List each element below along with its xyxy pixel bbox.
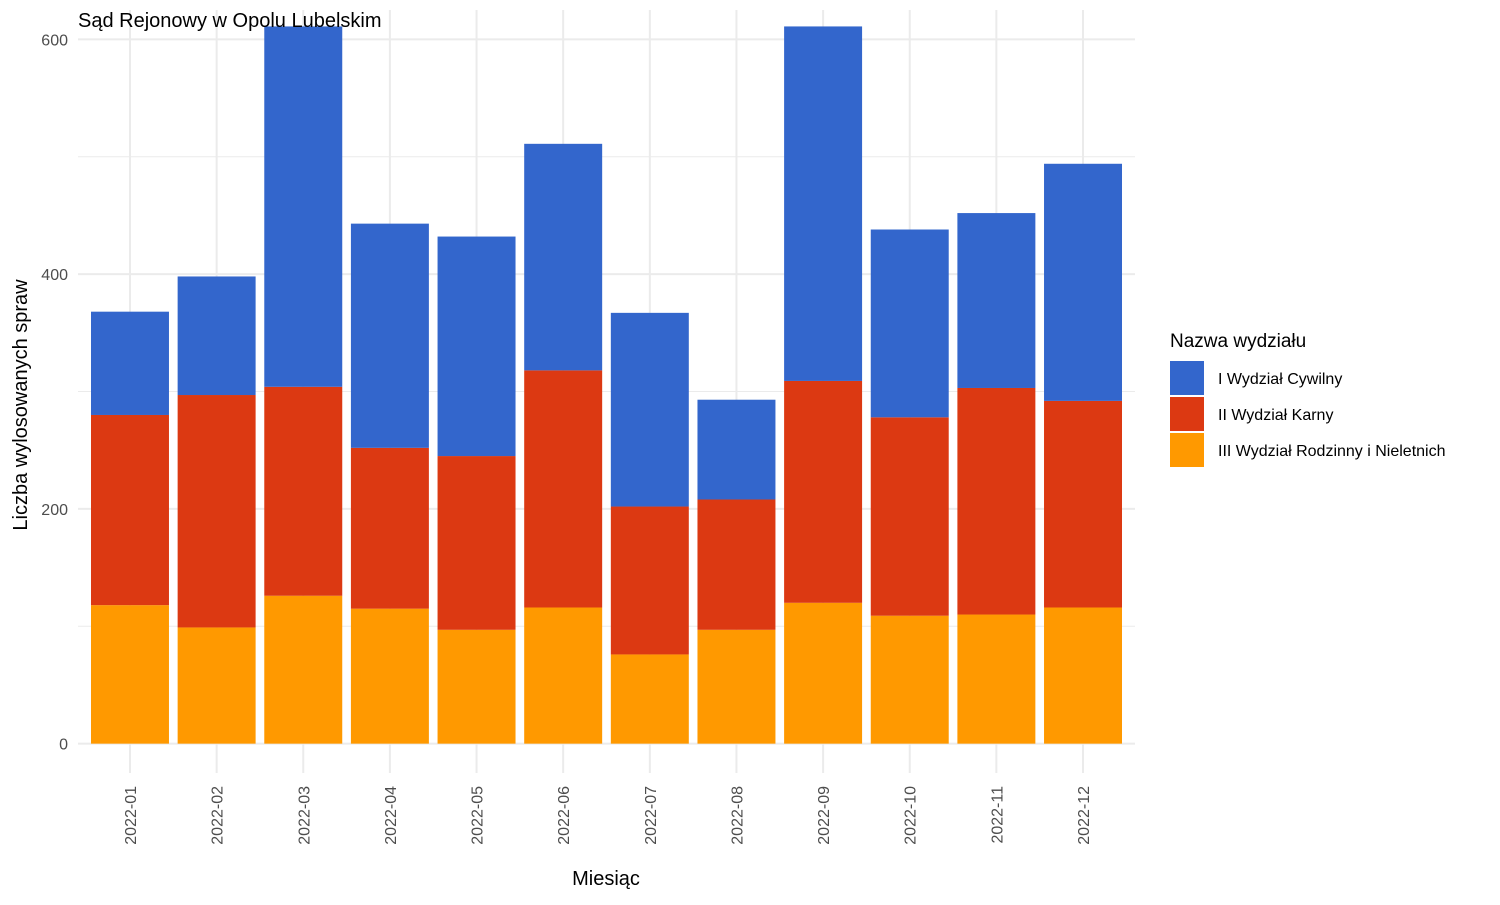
bar-segment	[610, 654, 689, 744]
bar-segment	[1044, 607, 1123, 744]
y-tick-label: 600	[41, 32, 68, 49]
chart-title: Sąd Rejonowy w Opolu Lubelskim	[78, 10, 382, 32]
bar-segment	[437, 629, 516, 744]
legend-key	[1170, 361, 1204, 395]
x-tick-label: 2022-09	[816, 786, 833, 845]
bar-segment	[437, 236, 516, 457]
bar-segment	[264, 386, 343, 596]
bar-segment	[90, 605, 169, 744]
x-tick-label: 2022-01	[123, 786, 140, 845]
bar-segment	[350, 447, 429, 609]
legend: Nazwa wydziału I Wydział Cywilny II Wydzi…	[1170, 331, 1446, 467]
bar-segment	[177, 395, 256, 628]
bar-segment	[524, 143, 603, 371]
bar-segment	[264, 26, 343, 387]
bar-segment	[957, 213, 1036, 388]
bar-segment	[1044, 400, 1123, 608]
bar-segment	[784, 380, 863, 603]
y-axis-title: Liczba wylosowanych spraw	[10, 279, 32, 531]
bar-segment	[957, 614, 1036, 744]
bar-segment	[610, 506, 689, 655]
bar-segment	[870, 417, 949, 616]
y-tick-label: 0	[59, 737, 68, 754]
x-axis-title: Miesiąc	[572, 868, 640, 890]
bar-segment	[90, 311, 169, 415]
legend-key	[1170, 433, 1204, 467]
bar-segment	[264, 595, 343, 744]
bar-segment	[350, 223, 429, 448]
bar-segment	[177, 627, 256, 744]
legend-label: I Wydział Cywilny	[1218, 371, 1342, 388]
x-tick-label: 2022-12	[1076, 786, 1093, 845]
legend-label: II Wydział Karny	[1218, 407, 1333, 424]
y-tick-label: 400	[41, 267, 68, 284]
x-tick-label: 2022-10	[903, 786, 920, 845]
bar-segment	[524, 607, 603, 744]
x-tick-label: 2022-06	[556, 786, 573, 845]
bar-segment	[784, 26, 863, 381]
y-tick-label: 200	[41, 502, 68, 519]
bar-segment	[437, 456, 516, 630]
x-tick-label: 2022-11	[989, 786, 1006, 844]
bar-segment	[697, 629, 776, 744]
x-tick-label: 2022-07	[643, 786, 660, 845]
bar-segment	[350, 608, 429, 744]
axes: 0 200 400 600 2022-01 2022-02 2022-03 2022-04 20…	[41, 32, 1093, 844]
x-tick-label: 2022-08	[729, 786, 746, 845]
x-tick-label: 2022-02	[210, 786, 227, 845]
bar-segment	[870, 615, 949, 744]
bar-segment	[697, 399, 776, 500]
x-tick-label: 2022-04	[383, 786, 400, 845]
bar-segment	[90, 414, 169, 606]
bar-segment	[177, 276, 256, 396]
bar-segment	[1044, 163, 1123, 401]
bars	[90, 26, 1123, 744]
legend-title: Nazwa wydziału	[1170, 331, 1306, 352]
bar-segment	[957, 387, 1036, 615]
bar-segment	[870, 229, 949, 418]
bar-segment	[610, 312, 689, 507]
bar-segment	[524, 370, 603, 608]
legend-key	[1170, 397, 1204, 431]
x-tick-label: 2022-03	[296, 786, 313, 845]
x-tick-label: 2022-05	[470, 786, 487, 845]
legend-label: III Wydział Rodzinny i Nieletnich	[1218, 443, 1446, 460]
bar-segment	[784, 602, 863, 744]
bar-segment	[697, 499, 776, 630]
